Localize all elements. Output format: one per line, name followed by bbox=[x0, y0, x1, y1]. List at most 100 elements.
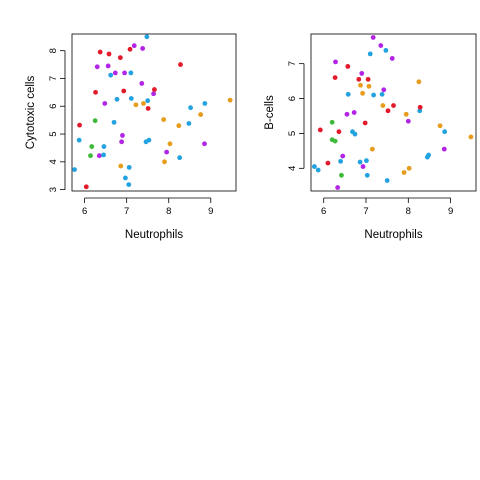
data-point bbox=[385, 108, 391, 114]
scatter-panel-cytotoxic: 6 7 8 9 3 4 5 6 7 8 Neutrophils Cytotoxic cells bbox=[25, 33, 237, 241]
x-tick-label: 7 bbox=[124, 206, 129, 217]
data-point bbox=[332, 75, 338, 81]
data-point bbox=[405, 118, 411, 124]
plot-frame bbox=[71, 33, 237, 192]
data-point bbox=[325, 160, 331, 166]
data-point bbox=[105, 63, 111, 69]
data-point bbox=[344, 111, 350, 117]
data-point bbox=[371, 92, 377, 98]
data-point bbox=[340, 153, 346, 159]
data-point bbox=[139, 81, 145, 86]
data-point bbox=[112, 70, 118, 76]
data-point bbox=[178, 62, 183, 67]
data-point bbox=[123, 175, 128, 181]
data-point bbox=[140, 46, 146, 51]
data-point bbox=[442, 129, 448, 135]
y-tick-label: 4 bbox=[48, 159, 59, 164]
data-point bbox=[128, 70, 134, 76]
data-point bbox=[167, 141, 173, 147]
x-tick-label: 7 bbox=[363, 206, 368, 217]
data-point bbox=[391, 103, 396, 108]
data-point bbox=[77, 122, 82, 128]
y-tick-label: 7 bbox=[287, 61, 298, 66]
data-point bbox=[188, 105, 193, 111]
y-tick-label: 6 bbox=[48, 104, 59, 109]
data-point bbox=[131, 43, 137, 49]
data-point bbox=[161, 117, 167, 122]
data-point bbox=[366, 83, 372, 89]
data-point bbox=[329, 119, 335, 125]
data-point bbox=[114, 96, 120, 102]
data-point bbox=[364, 158, 369, 164]
data-point bbox=[468, 134, 474, 140]
x-tick-label: 8 bbox=[166, 206, 171, 217]
data-point bbox=[126, 164, 132, 170]
data-point bbox=[389, 56, 395, 61]
data-point bbox=[177, 155, 183, 161]
y-axis-title: B-cells bbox=[264, 95, 276, 130]
data-point bbox=[118, 163, 124, 169]
y-tick-label: 5 bbox=[48, 131, 59, 136]
data-point bbox=[128, 96, 134, 101]
y-tick-label: 8 bbox=[48, 48, 59, 53]
data-point bbox=[126, 182, 132, 188]
x-tick-label: 9 bbox=[448, 206, 453, 217]
data-point bbox=[364, 172, 370, 178]
scatter-panel-b-cells: 6 7 8 9 4 5 6 7 Neutrophils B-cells bbox=[264, 33, 477, 241]
data-point bbox=[384, 178, 390, 183]
data-point bbox=[380, 103, 386, 108]
data-point bbox=[121, 88, 127, 94]
data-point bbox=[97, 49, 103, 55]
data-point bbox=[335, 185, 341, 190]
data-point bbox=[89, 144, 95, 149]
data-point bbox=[176, 123, 182, 129]
y-axis-title: Cytotoxic cells bbox=[25, 76, 37, 150]
data-point bbox=[338, 158, 344, 164]
y-tick-label: 5 bbox=[287, 131, 298, 136]
data-point bbox=[117, 55, 123, 61]
data-point bbox=[317, 127, 323, 133]
data-point bbox=[202, 141, 207, 147]
data-point bbox=[383, 47, 389, 53]
data-point bbox=[152, 87, 157, 92]
data-point bbox=[122, 70, 127, 76]
data-point bbox=[162, 159, 167, 165]
data-point bbox=[141, 101, 146, 106]
data-point bbox=[119, 139, 125, 145]
data-point bbox=[315, 167, 321, 173]
data-point bbox=[108, 72, 114, 78]
data-point bbox=[101, 144, 107, 149]
y-tick-label: 6 bbox=[287, 96, 298, 101]
x-tick-label: 9 bbox=[208, 206, 213, 217]
data-point bbox=[145, 98, 151, 104]
data-point bbox=[378, 43, 384, 48]
data-point bbox=[96, 153, 102, 159]
data-point bbox=[351, 110, 357, 115]
data-point bbox=[186, 121, 192, 126]
data-point bbox=[144, 34, 150, 40]
data-point bbox=[365, 76, 371, 82]
data-point bbox=[336, 129, 342, 135]
data-point bbox=[198, 112, 204, 117]
data-point bbox=[93, 89, 98, 95]
data-point bbox=[88, 153, 93, 159]
data-point bbox=[151, 91, 156, 97]
data-point bbox=[381, 87, 387, 93]
data-point bbox=[332, 138, 338, 144]
data-point bbox=[145, 106, 151, 111]
data-point bbox=[358, 82, 363, 88]
data-point bbox=[360, 164, 366, 169]
data-point bbox=[111, 119, 117, 125]
data-point bbox=[133, 102, 139, 108]
data-point bbox=[72, 167, 77, 173]
data-point bbox=[339, 172, 344, 178]
data-point bbox=[362, 120, 368, 126]
data-point bbox=[146, 137, 152, 143]
data-point bbox=[357, 159, 363, 165]
data-point bbox=[417, 108, 423, 114]
data-point bbox=[227, 97, 233, 103]
y-tick-label: 7 bbox=[48, 76, 59, 81]
data-point bbox=[120, 133, 125, 138]
data-point bbox=[164, 149, 170, 155]
